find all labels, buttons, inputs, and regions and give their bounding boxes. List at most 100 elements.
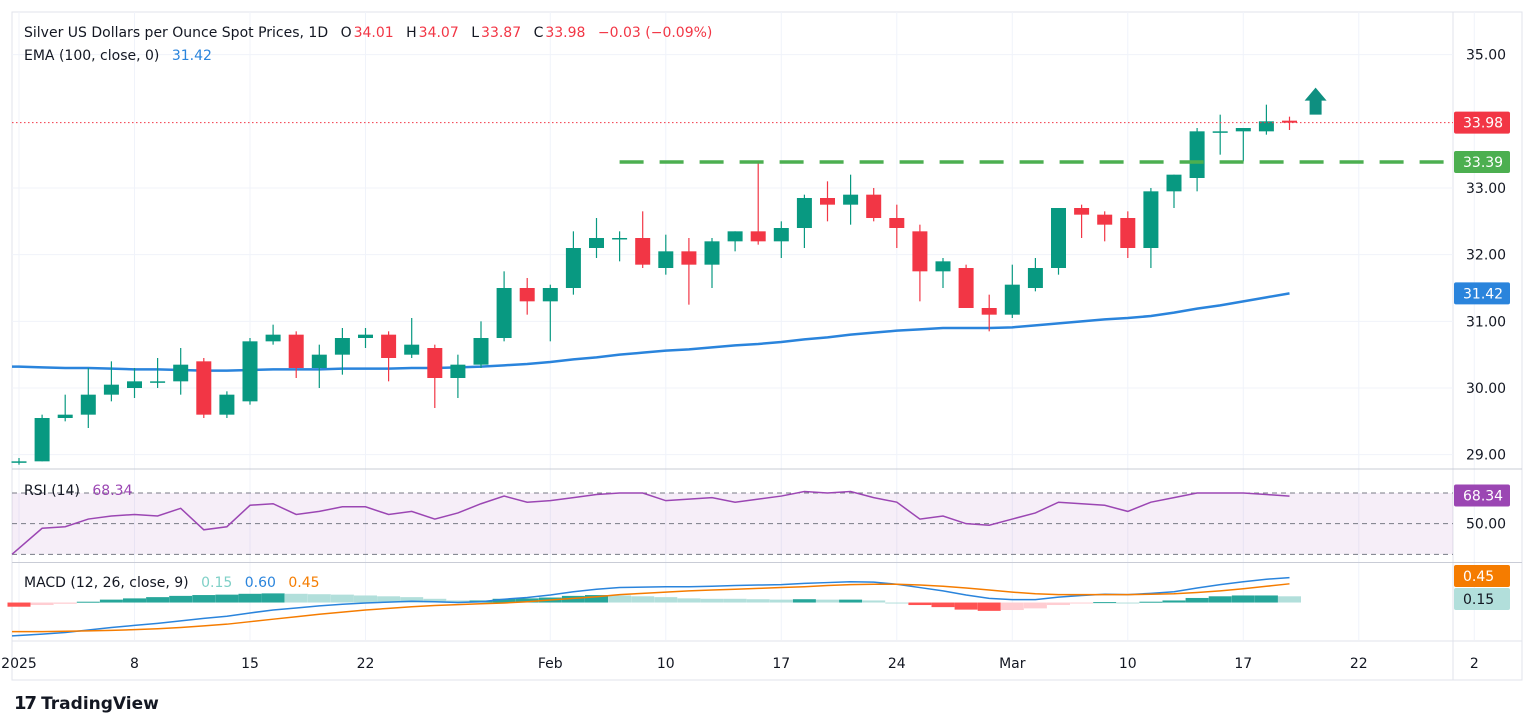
candle (288, 331, 304, 378)
candle (1166, 174, 1182, 208)
macd-histogram-bar (330, 594, 354, 603)
macd-line (11, 576, 1290, 637)
candle (150, 358, 166, 388)
time-tick-label: 10 (657, 656, 675, 672)
candle-body (242, 341, 258, 402)
candle (1258, 104, 1274, 135)
price-tick-label: 35.00 (1466, 48, 1506, 64)
time-tick-label: 22 (1350, 656, 1368, 672)
candle-body (1004, 284, 1020, 315)
rsi-last-label: 68.34 (1463, 489, 1503, 505)
macd-hist-label: 0.15 (1463, 592, 1494, 608)
candle (912, 224, 928, 302)
candle-body (866, 194, 882, 218)
high-value: 34.07 (418, 25, 459, 41)
macd-histogram-bar (677, 598, 701, 603)
macd-hist-value: 0.15 (201, 575, 233, 591)
candle-body (1258, 121, 1274, 132)
ema-last-label: 31.42 (1463, 286, 1503, 302)
candle (889, 204, 905, 248)
candle (80, 368, 96, 428)
candle-body (889, 218, 905, 228)
macd-histogram-bar (169, 595, 193, 603)
candle-body (80, 394, 96, 415)
macd-histogram-bar (885, 602, 909, 604)
open-value: 34.01 (353, 25, 394, 41)
price-tick-label: 31.00 (1466, 314, 1506, 330)
candle-body (1120, 218, 1136, 248)
candle (1212, 114, 1228, 155)
macd-histogram-bar (1093, 602, 1117, 604)
candle (727, 231, 743, 252)
macd-histogram-bar (1023, 602, 1047, 609)
macd-histogram-bar (1208, 596, 1232, 603)
macd-histogram-bar (654, 597, 678, 603)
macd-legend: MACD (12, 26, close, 9) 0.15 0.60 0.45 (24, 575, 322, 591)
tradingview-logo-icon: 17 (14, 693, 37, 714)
candle-body (404, 344, 420, 355)
tradingview-logo[interactable]: 17 TradingView (14, 693, 159, 714)
macd-histogram-bar (30, 602, 54, 606)
macd-histogram-bar (769, 599, 793, 603)
rsi-value: 68.34 (92, 483, 133, 499)
candle-body (912, 231, 928, 272)
macd-histogram-bar (423, 598, 447, 603)
macd-pane: 0.000.450.15 (7, 565, 1510, 637)
candle (1051, 208, 1066, 275)
macd-histogram-bar (1162, 600, 1186, 603)
candle-body (496, 288, 512, 338)
candle (935, 258, 951, 288)
ema-label: EMA (100, close, 0) (24, 48, 160, 64)
time-tick-label: Mar (999, 656, 1026, 672)
candle (750, 161, 766, 245)
candle (358, 328, 373, 348)
macd-histogram-bar (1070, 602, 1094, 604)
ema-last-badge (1454, 282, 1510, 305)
macd-histogram-bar (977, 602, 1001, 611)
candle (103, 361, 119, 402)
candle (219, 391, 235, 418)
candle (843, 174, 859, 225)
macd-histogram-bar (585, 595, 608, 603)
candle-body (935, 261, 951, 272)
macd-histogram-bar (908, 602, 932, 606)
macd-histogram-bar (561, 595, 585, 603)
macd-hist-badge (1454, 588, 1510, 610)
candle-body (127, 381, 142, 388)
time-tick-label: 2 (1470, 656, 1479, 672)
candle-body (1074, 208, 1090, 215)
time-tick-label: 15 (241, 656, 259, 672)
candle (1097, 211, 1113, 242)
candle (958, 264, 974, 308)
macd-histogram-bar (76, 601, 100, 603)
ema-legend: EMA (100, close, 0) 31.42 (24, 48, 214, 64)
price-tick-label: 32.00 (1466, 248, 1506, 264)
candle (242, 338, 258, 405)
change-value: −0.03 (−0.09%) (597, 25, 713, 41)
time-tick-label: 22 (357, 656, 375, 672)
close-label: C (533, 25, 544, 41)
candle-body (265, 334, 281, 342)
macd-signal-value: 0.45 (288, 575, 320, 591)
candle-body (1212, 131, 1228, 133)
time-tick-label: Feb (538, 656, 563, 672)
candle (404, 318, 420, 358)
candle (681, 238, 697, 305)
macd-label: MACD (12, 26, close, 9) (24, 575, 189, 591)
candle-body (219, 394, 235, 415)
candle-body (843, 194, 859, 205)
candle-body (11, 461, 27, 463)
candle-body (34, 418, 50, 462)
chart-title: Silver US Dollars per Ounce Spot Prices,… (24, 25, 329, 41)
candle-body (427, 348, 443, 378)
candle (1189, 128, 1205, 192)
candle (796, 194, 812, 248)
candle (11, 458, 27, 465)
candle-body (450, 364, 466, 378)
time-tick-label: 17 (1234, 656, 1252, 672)
macd-histogram-bar (700, 598, 724, 603)
candle (981, 294, 997, 332)
macd-histogram-bar (1254, 595, 1278, 603)
candle-body (519, 288, 535, 302)
candlestick-series (11, 104, 1297, 465)
